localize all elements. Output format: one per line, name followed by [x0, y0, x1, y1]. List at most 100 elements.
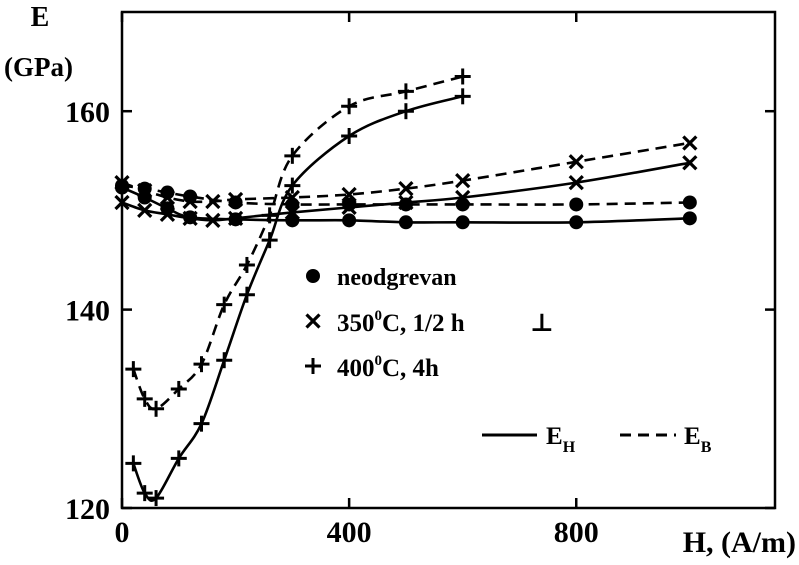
x-tick-label: 400: [327, 516, 372, 549]
data-point-plus: [341, 128, 358, 144]
x-stroke-b: [182, 210, 198, 226]
data-point-plus: [193, 415, 210, 432]
data-point-x: [398, 194, 414, 211]
data-point-x: [455, 189, 471, 206]
data-point-dot: [569, 197, 584, 212]
legend-label-350c-temp: 350: [337, 310, 375, 337]
data-point-plus: [284, 177, 301, 194]
data-point-x: [568, 154, 584, 170]
x-stroke-b: [114, 194, 130, 211]
legend-label-eh-main: E: [546, 423, 563, 450]
data-point-plus: [216, 296, 233, 313]
x-stroke-b: [341, 186, 357, 203]
data-point-dot: [455, 215, 470, 230]
x-stroke-b: [227, 210, 244, 226]
data-point-plus: [261, 207, 278, 224]
y-axis-label-line1: E: [31, 2, 50, 33]
data-point-x: [341, 199, 357, 216]
legend: neodgrevan 3500C, 1/2 h ⊥ 4000C, 4h EH E…: [305, 265, 712, 456]
data-point-plus: [261, 232, 278, 249]
data-point-x: [114, 194, 130, 211]
data-point-x: [137, 182, 153, 199]
x-stroke-b: [398, 180, 414, 197]
x-stroke-b: [398, 194, 414, 211]
legend-label-400c-temp: 400: [337, 355, 375, 382]
data-point-plus: [454, 88, 471, 105]
data-point-x: [137, 202, 153, 219]
y-tick-label: 160: [65, 96, 110, 129]
x-stroke-b: [284, 189, 300, 206]
data-point-x: [205, 212, 221, 228]
legend-label-eb-sub: B: [701, 439, 712, 456]
data-point-plus: [136, 485, 153, 502]
data-point-x: [159, 189, 176, 206]
legend-label-400c-rest: C, 4h: [382, 355, 439, 382]
data-point-plus: [454, 68, 471, 85]
legend-perpendicular-symbol: ⊥: [530, 310, 554, 337]
x-stroke-b: [568, 174, 584, 191]
data-point-dot: [682, 195, 697, 210]
legend-entry-eb: EB: [620, 423, 712, 456]
data-point-plus: [125, 361, 142, 378]
data-point-dot: [682, 211, 697, 226]
legend-label-350c: 3500C, 1/2 h: [337, 308, 465, 337]
y-tick-label: 140: [65, 295, 110, 328]
y-tick-label: 120: [65, 493, 110, 526]
data-point-plus: [305, 358, 321, 374]
legend-label-350c-rest: C, 1/2 h: [382, 310, 465, 337]
x-stroke-b: [568, 154, 584, 170]
data-point-plus: [238, 286, 255, 303]
data-point-x: [114, 174, 130, 191]
legend-plus-marker: [305, 358, 321, 374]
legend-label-eb-main: E: [684, 423, 701, 450]
legend-label-neodgrevan: neodgrevan: [337, 265, 457, 291]
data-point-x: [284, 204, 300, 221]
data-point-x: [182, 210, 198, 226]
data-point-plus: [216, 352, 233, 369]
data-point-dot: [569, 215, 584, 230]
data-markers: [114, 68, 698, 507]
legend-label-eh-sub: H: [563, 439, 576, 456]
data-point-dot: [115, 178, 129, 193]
x-stroke-b: [455, 189, 471, 206]
data-point-plus: [148, 400, 165, 417]
data-point-x: [568, 174, 584, 191]
x-stroke-b: [159, 189, 176, 206]
x-stroke-b: [682, 155, 698, 171]
x-stroke-b: [205, 193, 221, 210]
x-stroke-b: [114, 174, 130, 191]
data-point-plus: [136, 390, 153, 407]
data-point-x: [159, 206, 176, 222]
data-point-dot: [228, 195, 243, 210]
data-point-plus: [125, 455, 142, 472]
data-point-plus: [170, 380, 187, 397]
legend-label-eb: EB: [684, 423, 712, 456]
x-stroke-b: [137, 202, 153, 219]
x-stroke-b: [455, 173, 471, 189]
x-axis-label: H, (A/m): [683, 526, 796, 559]
data-point-dot: [398, 215, 413, 230]
data-point-plus: [193, 356, 210, 373]
legend-label-eh: EH: [546, 423, 576, 456]
data-point-x: [284, 189, 300, 206]
data-point-x: [182, 193, 198, 210]
x-stroke-b: [284, 204, 300, 221]
data-point-dot: [342, 197, 357, 212]
x-stroke-b: [159, 206, 176, 222]
x-stroke-b: [341, 199, 357, 216]
x-stroke-b: [682, 135, 698, 151]
data-point-x: [398, 180, 414, 197]
x-stroke-b: [227, 191, 244, 208]
data-point-x: [341, 186, 357, 203]
data-point-plus: [341, 98, 358, 115]
data-point-x: [227, 191, 244, 208]
data-point-x: [682, 155, 698, 171]
plot-frame: [120, 10, 777, 510]
data-point-plus: [170, 450, 187, 467]
legend-entry-neodgrevan: neodgrevan: [306, 265, 457, 291]
axes-frame: [120, 10, 777, 510]
data-point-plus: [397, 83, 414, 100]
x-tick-label: 800: [554, 516, 599, 549]
